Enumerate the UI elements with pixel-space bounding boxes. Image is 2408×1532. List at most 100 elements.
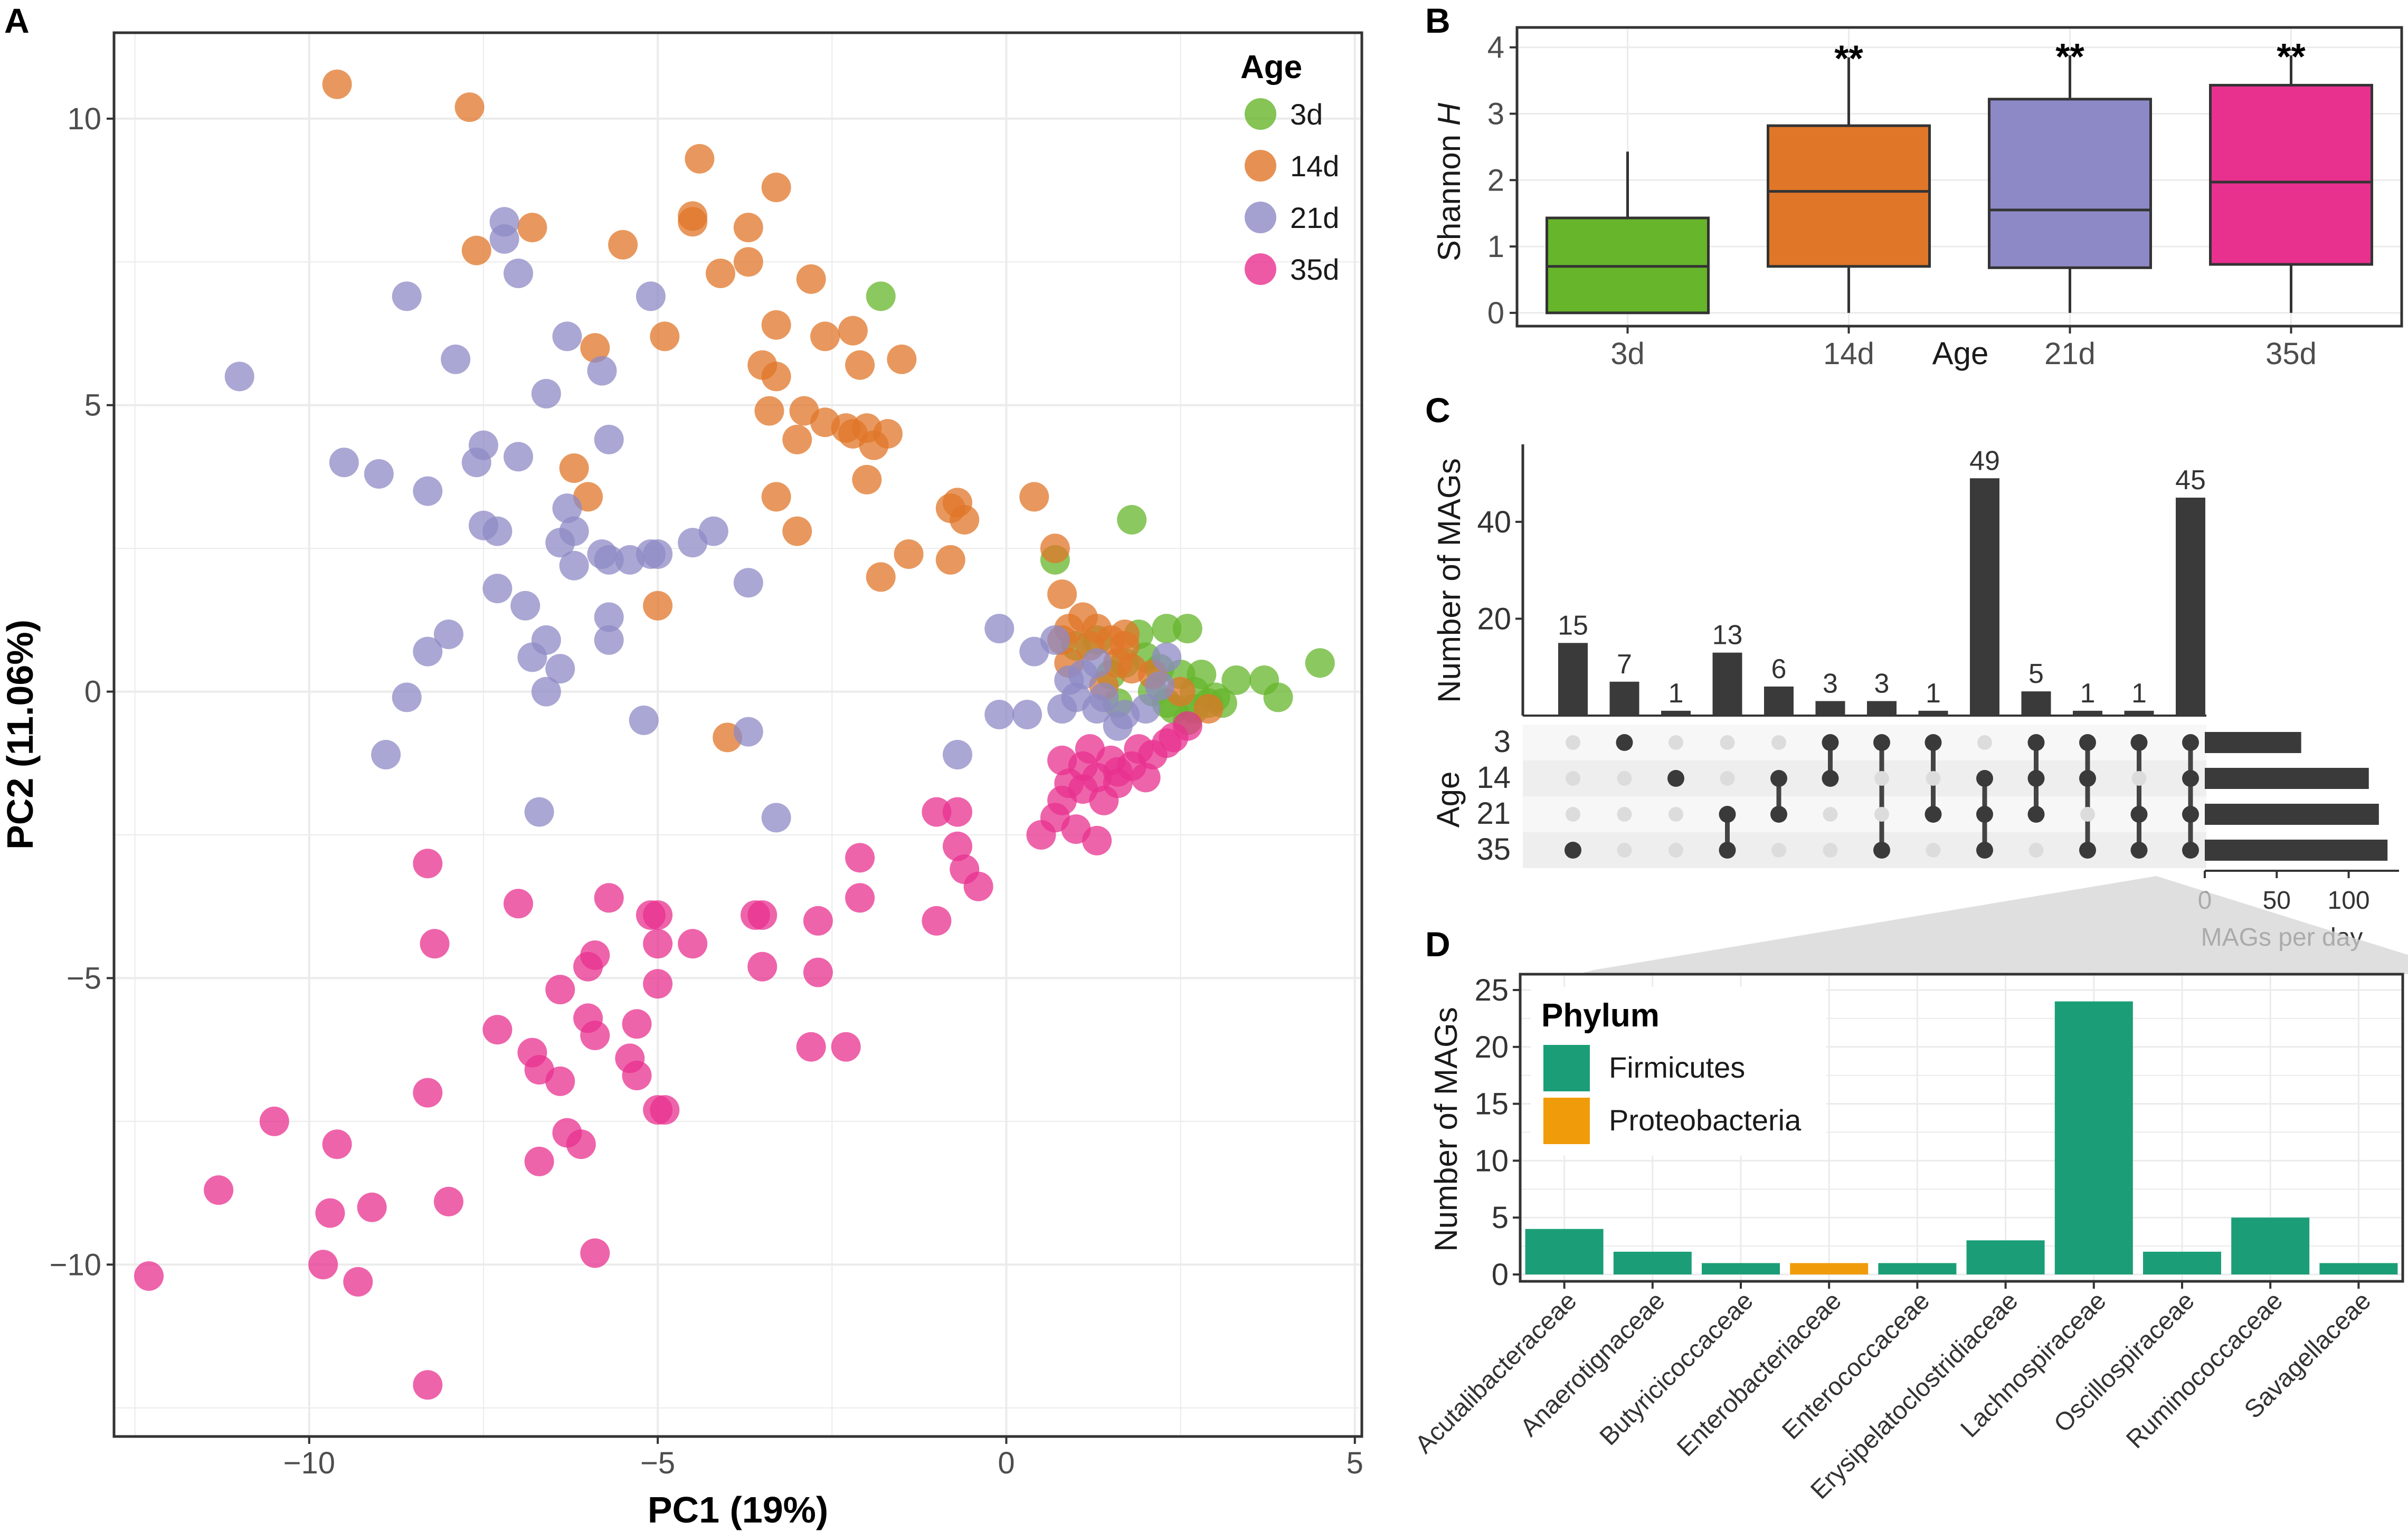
point-14d bbox=[643, 591, 673, 621]
point-35d bbox=[845, 883, 875, 913]
point-35d bbox=[357, 1192, 387, 1222]
panel-c-bars: 15 7 1 13 6 3 3 1 49 5 1 1 45 bbox=[1558, 445, 2206, 716]
bar-Butyricicoccaceae bbox=[1702, 1263, 1780, 1274]
point-35d bbox=[650, 1095, 680, 1125]
point-3d bbox=[1172, 614, 1202, 644]
point-21d bbox=[594, 545, 624, 575]
intersection-bar bbox=[2176, 497, 2205, 716]
matrix-dot-empty bbox=[1720, 771, 1735, 786]
point-14d bbox=[852, 464, 882, 494]
intersection-bar bbox=[2073, 710, 2102, 716]
point-21d bbox=[482, 516, 513, 546]
point-35d bbox=[747, 900, 778, 930]
point-21d bbox=[392, 281, 422, 311]
point-21d bbox=[984, 614, 1015, 644]
matrix-dot-empty bbox=[1823, 807, 1838, 822]
point-21d bbox=[413, 476, 443, 506]
point-21d bbox=[224, 361, 254, 392]
bar-Lachnospiraceae bbox=[2054, 1001, 2133, 1274]
point-21d bbox=[629, 705, 659, 735]
panel-a-x-ticks: −10 −5 0 5 bbox=[283, 1436, 1363, 1480]
panel-b-x-ticks: 3d 14d 21d 35d bbox=[1610, 326, 2317, 371]
panel-c-letter: C bbox=[1425, 391, 1451, 430]
matrix-dot-filled bbox=[2130, 806, 2148, 823]
matrix-dot-empty bbox=[1874, 771, 1889, 786]
matrix-dot-empty bbox=[1874, 807, 1889, 822]
point-21d bbox=[1145, 671, 1175, 701]
matrix-dot-filled bbox=[2130, 842, 2148, 859]
point-21d bbox=[594, 602, 624, 632]
matrix-dot-empty bbox=[1617, 807, 1632, 822]
set-label: 3 bbox=[1494, 725, 1511, 759]
matrix-dot-filled bbox=[1770, 770, 1787, 787]
intersection-bar-label: 13 bbox=[1712, 620, 1743, 651]
matrix-dot-filled bbox=[2079, 842, 2096, 859]
legend-key-firmicutes bbox=[1543, 1045, 1590, 1091]
matrix-dot-filled bbox=[1719, 842, 1736, 859]
panel-d-bars bbox=[1525, 1001, 2398, 1274]
point-14d bbox=[873, 419, 903, 449]
point-14d bbox=[705, 259, 735, 288]
intersection-bar-label: 3 bbox=[1874, 668, 1890, 699]
point-14d bbox=[685, 144, 715, 174]
point-35d bbox=[643, 929, 673, 959]
point-35d bbox=[545, 1066, 575, 1096]
intersection-bar bbox=[1661, 710, 1691, 716]
panel-d-legend-title: Phylum bbox=[1541, 997, 1660, 1034]
point-14d bbox=[754, 396, 784, 426]
point-35d bbox=[134, 1261, 164, 1291]
point-21d bbox=[531, 677, 561, 707]
intersection-bar bbox=[1558, 643, 1588, 716]
point-35d bbox=[573, 951, 603, 982]
panel-d-legend-items: Firmicutes Proteobacteria bbox=[1543, 1045, 1802, 1144]
matrix-dot-empty bbox=[1720, 735, 1735, 750]
panel-a-x-title: PC1 (19%) bbox=[648, 1489, 828, 1530]
legend-label-14d: 14d bbox=[1290, 149, 1339, 183]
point-14d bbox=[322, 69, 352, 99]
legend-label-3d: 3d bbox=[1290, 98, 1323, 131]
matrix-dot-empty bbox=[1566, 735, 1580, 750]
point-21d bbox=[517, 642, 547, 672]
point-21d bbox=[510, 591, 541, 621]
point-35d bbox=[322, 1129, 352, 1159]
y-tick-label: 40 bbox=[1477, 505, 1511, 539]
point-35d bbox=[433, 1186, 463, 1216]
point-14d bbox=[887, 344, 917, 374]
panel-a-y-title: PC2 (11.06%) bbox=[0, 620, 41, 850]
point-35d bbox=[1152, 728, 1182, 758]
x-tick-label: 5 bbox=[1347, 1446, 1363, 1480]
point-14d bbox=[838, 316, 868, 346]
x-tick-label: −5 bbox=[640, 1446, 675, 1480]
matrix-dot-filled bbox=[1770, 806, 1787, 823]
matrix-dot-filled bbox=[2182, 842, 2199, 859]
point-21d bbox=[531, 379, 561, 408]
point-21d bbox=[329, 448, 359, 478]
point-14d bbox=[894, 539, 924, 569]
set-size-bar-14 bbox=[2205, 768, 2369, 789]
matrix-dot-empty bbox=[1771, 735, 1786, 750]
y-tick-label: 2 bbox=[1487, 163, 1504, 197]
intersection-bar-label: 3 bbox=[1823, 668, 1838, 699]
bar-Acutalibacteraceae bbox=[1525, 1229, 1604, 1274]
x-tick-label: 35d bbox=[2265, 337, 2317, 371]
point-21d bbox=[733, 568, 763, 598]
point-3d bbox=[1117, 505, 1147, 535]
point-3d bbox=[1263, 682, 1293, 712]
y-tick-label: 4 bbox=[1487, 31, 1504, 65]
x-tick-label: Ruminococcaceae bbox=[2121, 1287, 2288, 1454]
point-35d bbox=[420, 929, 450, 959]
point-3d bbox=[1152, 614, 1182, 644]
matrix-dot-filled bbox=[1822, 734, 1839, 751]
point-35d bbox=[580, 1021, 610, 1050]
set-label: 35 bbox=[1476, 832, 1511, 867]
point-21d bbox=[413, 636, 443, 667]
intersection-bar-label: 15 bbox=[1558, 610, 1588, 641]
point-21d bbox=[545, 528, 575, 558]
matrix-dot-filled bbox=[2079, 734, 2096, 751]
point-14d bbox=[650, 321, 680, 351]
point-14d bbox=[1040, 534, 1070, 564]
panel-c-set-title: Age bbox=[1430, 772, 1466, 828]
x-tick-label: Lachnospiraceae bbox=[1956, 1287, 2112, 1443]
